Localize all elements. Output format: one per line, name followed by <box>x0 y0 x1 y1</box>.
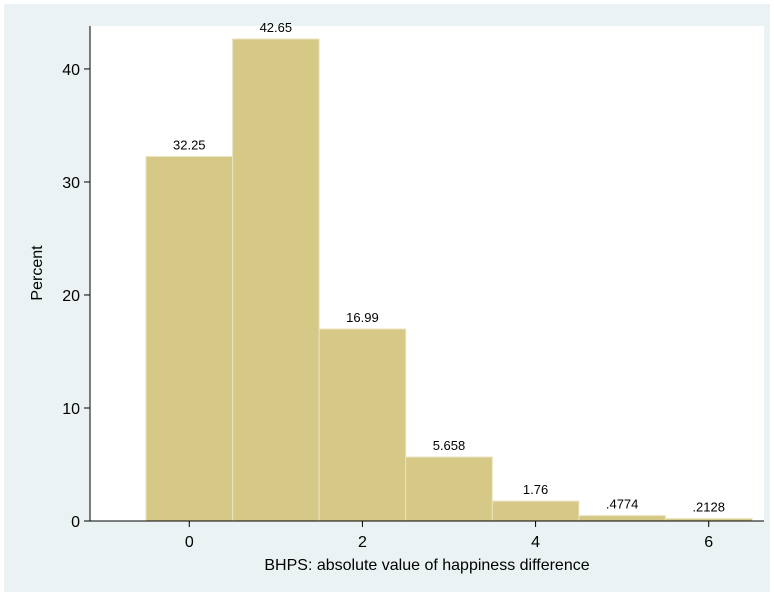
x-tick-label: 2 <box>358 534 367 551</box>
y-ticks-group: 0 10 20 30 40 <box>62 62 90 531</box>
bar-0 <box>145 156 234 522</box>
bar-3 <box>405 456 493 522</box>
bar-value-label-5: .4774 <box>606 497 639 512</box>
bar-value-label-1: 42.65 <box>260 20 293 35</box>
x-tick-label: 6 <box>704 534 713 551</box>
bar-labels-group: 32.25 42.65 16.99 5.658 1.76 .4774 .2128 <box>173 20 725 515</box>
bar-value-label-6: .2128 <box>692 500 725 515</box>
y-axis-label: Percent <box>29 245 46 301</box>
x-ticks-group: 0 2 4 6 <box>185 521 713 551</box>
x-tick-label: 0 <box>185 534 194 551</box>
x-tick-label: 4 <box>531 534 540 551</box>
bar-value-label-3: 5.658 <box>433 438 466 453</box>
y-tick-label: 40 <box>62 62 80 79</box>
bars-group <box>145 38 753 522</box>
x-axis-label: BHPS: absolute value of happiness differ… <box>264 557 589 574</box>
bar-value-label-0: 32.25 <box>173 138 206 153</box>
bar-5 <box>578 515 666 522</box>
y-tick-label: 20 <box>62 288 80 305</box>
bar-value-label-4: 1.76 <box>523 482 548 497</box>
bar-value-label-2: 16.99 <box>346 310 379 325</box>
y-tick-label: 10 <box>62 401 80 418</box>
bar-1 <box>232 38 320 522</box>
y-tick-label: 0 <box>71 514 80 531</box>
bar-2 <box>318 328 407 522</box>
bar-4 <box>491 500 580 522</box>
y-tick-label: 30 <box>62 175 80 192</box>
